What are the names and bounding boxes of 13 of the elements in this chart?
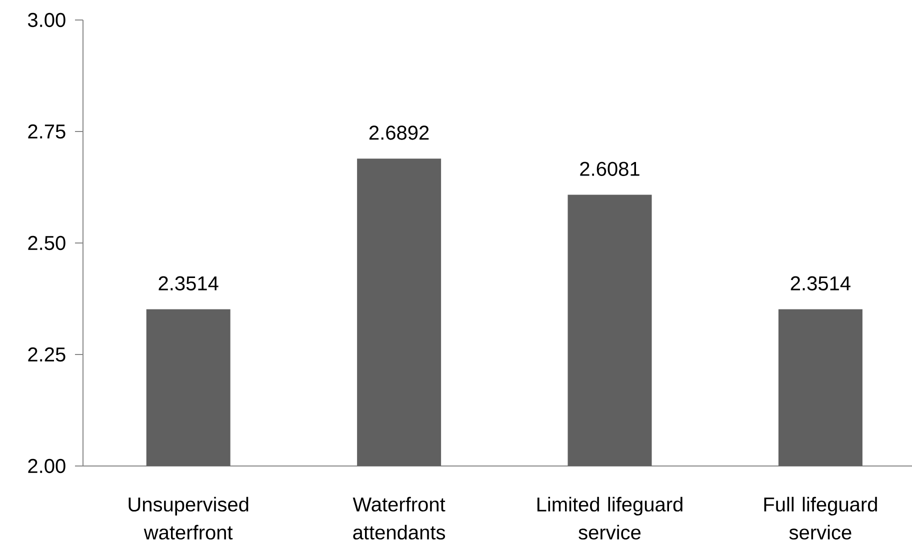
x-tick-label: Unsupervised waterfront [128,496,248,540]
data-label: 2.6081 [580,162,640,176]
data-label: 2.6892 [369,126,429,140]
y-tick-label: 2.25 [28,347,66,362]
y-tick-label: 3.00 [28,12,66,28]
x-tick-label: Full lifeguard service [764,496,877,540]
data-label: 2.3514 [158,276,218,290]
y-tick-label: 2.00 [28,458,66,474]
y-tick-label: 2.75 [28,124,66,139]
x-tick-label: Limited lifeguard service [537,496,682,540]
data-label: 2.3514 [790,276,850,290]
y-tick-label: 2.50 [28,236,66,250]
x-tick-label: Waterfront attendants [352,496,446,540]
